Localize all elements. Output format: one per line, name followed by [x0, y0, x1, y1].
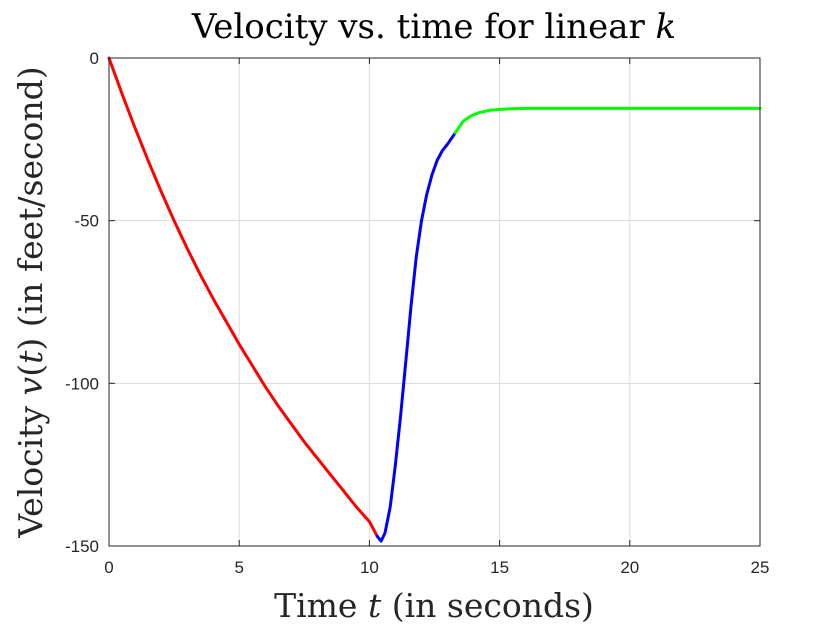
series-line-1: [107, 56, 379, 538]
plot-background: [109, 58, 760, 546]
chart-title-text: Velocity vs. time for linear: [191, 7, 656, 47]
ticks: [108, 57, 761, 547]
y-axis-label-math2: t: [11, 350, 50, 364]
y-tick-label: -100: [65, 374, 99, 393]
x-tick-label: 5: [234, 558, 243, 577]
y-axis-label: Velocity v(t) (in feet/second): [11, 66, 50, 538]
x-axis-label-suffix: (in seconds): [381, 586, 594, 625]
y-tick-labels: 0 -50 -100 -150: [65, 49, 99, 556]
x-tick-label: 15: [490, 558, 509, 577]
chart-title: Velocity vs. time for linear k: [191, 7, 676, 47]
x-axis-label-math: t: [368, 586, 382, 625]
x-axis-label: Time t (in seconds): [274, 586, 594, 625]
x-axis-label-text: Time: [274, 586, 368, 625]
series-group: [107, 56, 762, 543]
y-axis-label-paren: (: [11, 364, 50, 377]
y-axis-label-math: v: [11, 376, 50, 395]
plot-frame: [108, 57, 761, 547]
y-tick-label: 0: [90, 49, 99, 68]
x-tick-label: 20: [620, 558, 639, 577]
series-line-2: [375, 131, 457, 543]
x-tick-label: 10: [360, 558, 379, 577]
y-axis-label-text: Velocity: [11, 395, 50, 538]
x-tick-label: 0: [104, 558, 113, 577]
x-tick-labels: 0 5 10 15 20 25: [104, 558, 769, 577]
y-axis-label-suffix: ) (in feet/second): [11, 66, 50, 350]
y-tick-label: -150: [65, 537, 99, 556]
series-line-3: [453, 106, 762, 135]
y-tick-label: -50: [74, 212, 99, 231]
chart-title-math: k: [656, 7, 677, 47]
x-tick-label: 25: [751, 558, 770, 577]
grid: [109, 58, 760, 546]
